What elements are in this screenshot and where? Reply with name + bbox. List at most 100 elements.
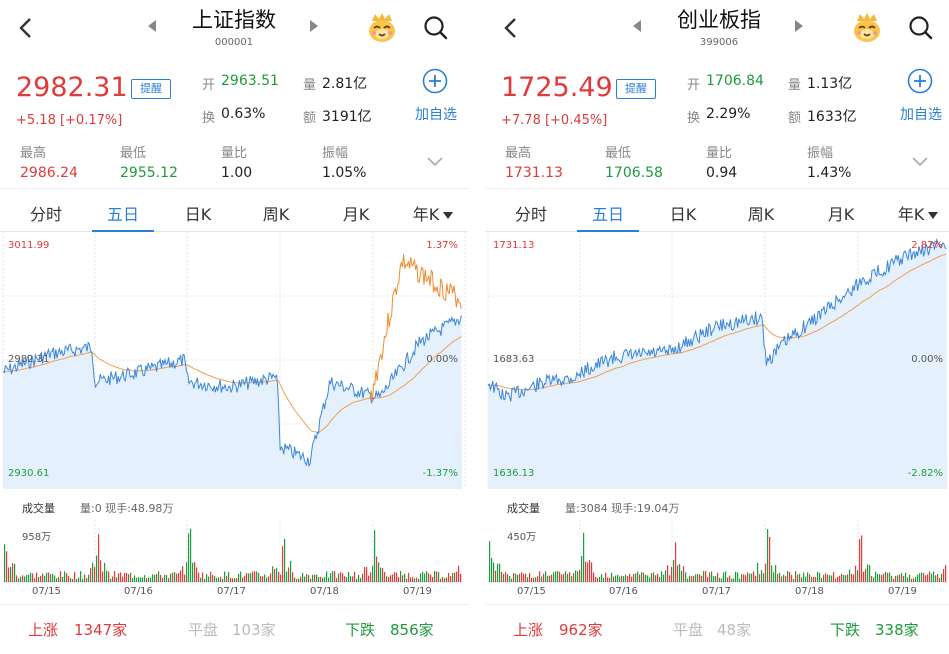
volume-bar bbox=[509, 576, 511, 582]
volume-bar bbox=[639, 574, 641, 582]
volume-bar bbox=[378, 562, 380, 582]
turnover-value: 2.29% bbox=[706, 106, 751, 122]
volume-bar bbox=[376, 556, 378, 582]
tab-2[interactable]: 日K bbox=[655, 201, 711, 225]
open-value: 2963.51 bbox=[221, 73, 279, 89]
tab-1[interactable]: 五日 bbox=[580, 201, 636, 225]
volume-bar bbox=[318, 577, 320, 582]
remind-button[interactable]: 提醒 bbox=[131, 79, 171, 99]
tab-3[interactable]: 周K bbox=[248, 201, 304, 225]
volume-bar bbox=[262, 576, 264, 582]
volume-bar bbox=[438, 572, 440, 582]
volume-bar bbox=[607, 577, 609, 582]
volume-bar bbox=[194, 562, 196, 582]
five-day-chart[interactable] bbox=[485, 232, 949, 492]
volume-bar bbox=[426, 571, 428, 582]
volume-bar bbox=[919, 573, 921, 582]
dropdown-triangle-icon bbox=[443, 212, 454, 219]
volume-bar bbox=[561, 574, 563, 582]
volume-bar bbox=[927, 574, 929, 582]
volume-bar bbox=[320, 576, 322, 582]
volume-bar bbox=[258, 572, 260, 582]
volume-bar bbox=[180, 570, 182, 582]
five-day-chart[interactable] bbox=[0, 232, 468, 492]
volume-bar bbox=[605, 572, 607, 582]
remind-button[interactable]: 提醒 bbox=[616, 79, 656, 99]
volume-bar bbox=[398, 577, 400, 582]
amplitude-label: 振幅 bbox=[322, 146, 349, 161]
tab-3[interactable]: 周K bbox=[733, 201, 789, 225]
back-arrow-icon[interactable] bbox=[14, 16, 38, 40]
average-price-line bbox=[3, 336, 462, 433]
volume-bar bbox=[835, 578, 837, 582]
tab-5[interactable]: 年K bbox=[890, 201, 946, 225]
search-icon[interactable] bbox=[422, 14, 450, 42]
tab-1[interactable]: 五日 bbox=[95, 201, 151, 225]
add-circle-icon[interactable] bbox=[907, 68, 933, 94]
volume-bar bbox=[460, 573, 462, 582]
mascot-icon[interactable] bbox=[366, 12, 398, 44]
add-watchlist-button[interactable]: 加自选 bbox=[415, 107, 457, 123]
volume-bar bbox=[298, 578, 300, 582]
volume-bar bbox=[719, 577, 721, 582]
volume-bar bbox=[491, 557, 493, 582]
volume-info: 量:0 现手:48.98万 bbox=[80, 502, 174, 515]
volume-bar bbox=[857, 570, 859, 582]
volume-bar bbox=[519, 573, 521, 582]
up-label: 上涨 bbox=[28, 621, 59, 639]
volume-bar bbox=[392, 574, 394, 582]
volume-bar bbox=[78, 577, 80, 582]
volume-bar bbox=[226, 575, 228, 582]
search-icon[interactable] bbox=[907, 14, 935, 42]
tab-0[interactable]: 分时 bbox=[503, 201, 559, 225]
volume-bar bbox=[689, 575, 691, 582]
chart-mid-pct: 0.00% bbox=[911, 354, 943, 365]
tab-2[interactable]: 日K bbox=[170, 201, 226, 225]
volume-bar bbox=[248, 573, 250, 582]
volume-bar bbox=[871, 576, 873, 582]
volume-bar bbox=[316, 574, 318, 582]
add-watchlist-button[interactable]: 加自选 bbox=[900, 107, 942, 123]
prev-triangle-icon[interactable] bbox=[633, 20, 641, 32]
volume-bar bbox=[422, 571, 424, 582]
volume-bar bbox=[288, 567, 290, 582]
volume-bar bbox=[551, 574, 553, 582]
volume-bar bbox=[228, 572, 230, 582]
chevron-down-icon[interactable] bbox=[911, 156, 929, 168]
high-value: 1731.13 bbox=[505, 165, 563, 181]
volume-bar bbox=[268, 576, 270, 582]
volume-bar bbox=[374, 530, 376, 582]
back-arrow-icon[interactable] bbox=[499, 16, 523, 40]
volume-bar bbox=[523, 573, 525, 582]
tab-5[interactable]: 年K bbox=[405, 201, 461, 225]
volume-bar bbox=[434, 571, 436, 582]
volume-bar bbox=[106, 570, 108, 582]
amplitude-value: 1.43% bbox=[807, 165, 852, 181]
volume-bar bbox=[448, 572, 450, 582]
volume-bar bbox=[891, 575, 893, 582]
tab-4[interactable]: 月K bbox=[813, 201, 869, 225]
volume-bar bbox=[122, 576, 124, 582]
chevron-down-icon[interactable] bbox=[426, 156, 444, 168]
volume-bar bbox=[917, 574, 919, 582]
next-triangle-icon[interactable] bbox=[795, 20, 803, 32]
prev-triangle-icon[interactable] bbox=[148, 20, 156, 32]
volume-bar bbox=[380, 567, 382, 582]
chart-top-pct: 2.82% bbox=[911, 240, 943, 251]
volume-bar bbox=[627, 576, 629, 582]
volume-bar bbox=[589, 560, 591, 582]
volume-bar bbox=[396, 572, 398, 582]
volume-bar bbox=[108, 571, 110, 582]
volume-bar bbox=[897, 575, 899, 582]
volume-bar bbox=[28, 574, 30, 582]
tab-0[interactable]: 分时 bbox=[18, 201, 74, 225]
mascot-icon[interactable] bbox=[851, 12, 883, 44]
volume-bar bbox=[597, 577, 599, 582]
add-circle-icon[interactable] bbox=[422, 68, 448, 94]
volume-bar bbox=[178, 572, 180, 582]
volume-bar bbox=[549, 575, 551, 582]
volume-bar bbox=[68, 575, 70, 582]
next-triangle-icon[interactable] bbox=[310, 20, 318, 32]
tab-4[interactable]: 月K bbox=[328, 201, 384, 225]
volume-bar bbox=[352, 576, 354, 582]
